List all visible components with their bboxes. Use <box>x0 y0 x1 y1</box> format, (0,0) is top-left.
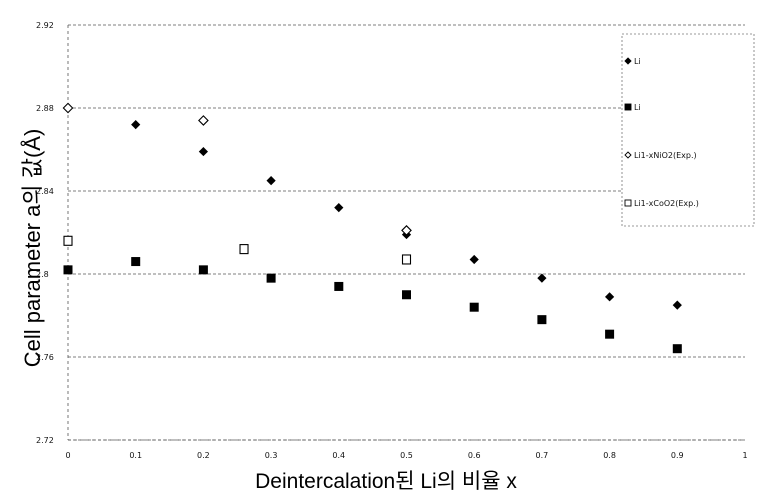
data-point-series-2 <box>63 265 73 275</box>
x-tick-label: 0 <box>65 451 70 460</box>
y-tick-label: 2.8 <box>36 270 49 279</box>
data-point-series-3 <box>62 102 74 114</box>
y-tick-label: 2.76 <box>36 353 54 362</box>
x-tick-label: 0.3 <box>265 451 278 460</box>
data-point-series-4 <box>239 244 249 255</box>
legend-marker <box>624 151 632 159</box>
data-point-series-1 <box>469 254 479 265</box>
legend-label: Li <box>634 57 641 66</box>
data-point-series-1 <box>131 120 141 130</box>
data-point-series-1 <box>605 292 615 302</box>
legend-label: Li <box>634 103 641 112</box>
y-tick-label: 2.84 <box>36 187 54 196</box>
data-point-series-3 <box>198 115 209 126</box>
data-point-series-4 <box>401 254 412 265</box>
data-point-series-4 <box>63 235 73 246</box>
data-point-series-2 <box>672 344 682 354</box>
legend-marker <box>624 199 632 207</box>
x-tick-label: 0.1 <box>129 451 142 460</box>
x-tick-labels: 0 0.1 0.2 0.3 0.4 0.5 0.6 0.7 0.8 0.9 1 <box>65 451 747 460</box>
legend: Li Li Li1-xNiO2(Exp.) Li1-xCoO2(Exp.) <box>621 33 755 227</box>
x-tick-label: 0.2 <box>197 451 210 460</box>
data-point-series-2 <box>131 257 141 267</box>
x-tick-label: 0.6 <box>468 451 481 460</box>
grid <box>68 24 745 441</box>
data-point-series-2 <box>469 302 479 312</box>
data-point-series-3 <box>401 225 412 236</box>
data-point-series-1 <box>266 176 276 186</box>
x-axis-label: Deintercalation된 Li의 비율 x <box>255 470 517 493</box>
data-point-series-1 <box>198 146 208 157</box>
data-points <box>62 102 682 354</box>
x-tick-label: 0.8 <box>603 451 616 460</box>
x-tick-label: 0.4 <box>332 451 345 460</box>
legend-label: Li1-xCoO2(Exp.) <box>634 199 699 208</box>
data-point-series-2 <box>266 273 276 283</box>
y-tick-label: 2.88 <box>36 104 54 113</box>
x-tick-label: 0.9 <box>671 451 684 460</box>
data-point-series-1 <box>334 203 344 213</box>
x-tick-label: 0.5 <box>400 451 413 460</box>
legend-marker <box>624 103 632 111</box>
data-point-series-2 <box>198 265 208 275</box>
y-tick-label: 2.72 <box>36 436 54 445</box>
x-tick-label: 0.7 <box>536 451 549 460</box>
data-point-series-2 <box>537 315 547 325</box>
legend-marker <box>624 57 632 65</box>
data-point-series-1 <box>537 273 547 283</box>
data-point-series-2 <box>402 290 411 300</box>
y-axis-label: Cell parameter a의 값(Å) <box>20 129 45 368</box>
x-tick-label: 1 <box>742 451 747 460</box>
legend-label: Li1-xNiO2(Exp.) <box>634 151 697 160</box>
data-point-series-2 <box>605 329 615 339</box>
data-point-series-2 <box>334 281 344 291</box>
legend-box <box>621 33 755 227</box>
y-tick-labels: 2.72 2.76 2.8 2.84 2.88 2.92 <box>36 21 54 445</box>
y-tick-label: 2.92 <box>36 21 54 30</box>
data-point-series-1 <box>672 300 682 310</box>
axes <box>67 25 745 441</box>
